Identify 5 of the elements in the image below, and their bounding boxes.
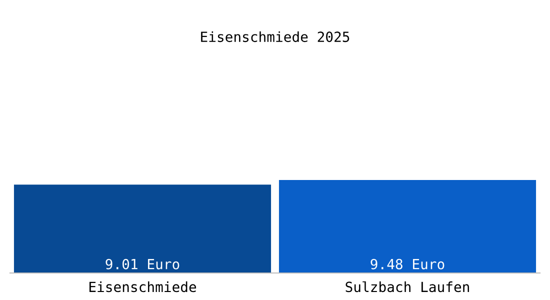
x-tick-label: Eisenschmiede bbox=[89, 281, 196, 292]
data-label: 9.48 Euro bbox=[370, 258, 444, 270]
x-tick-label: Sulzbach Laufen bbox=[346, 281, 469, 292]
chart-title: Eisenschmiede 2025 bbox=[201, 31, 350, 42]
data-label: 9.01 Euro bbox=[106, 258, 180, 270]
